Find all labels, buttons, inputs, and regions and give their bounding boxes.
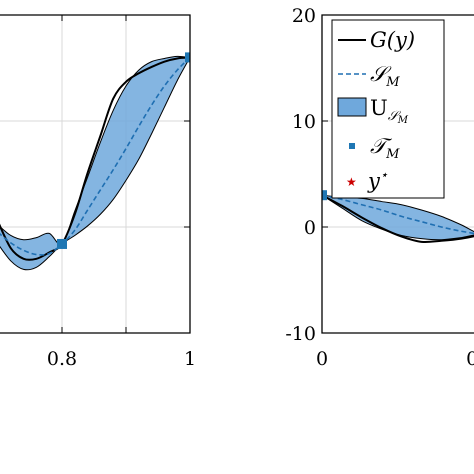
- right-g-curve: [322, 194, 474, 244]
- left-t-markers: [57, 52, 190, 249]
- right-y-tick-label: 10: [292, 111, 316, 133]
- left-panel: 0.8 1: [0, 14, 196, 370]
- left-x-tick-label: 1: [184, 348, 196, 370]
- legend: G(y) 𝒮M U𝒮M 𝒯M ★ y⋆: [331, 19, 445, 199]
- left-t-marker: [185, 52, 190, 63]
- right-y-tick-label: -10: [285, 323, 316, 345]
- legend-box: [331, 19, 445, 199]
- right-y-tick-label: 0: [304, 217, 316, 239]
- left-axes-box: [0, 14, 191, 334]
- right-y-tick-labels: -10 0 10 20: [285, 5, 316, 345]
- legend-t-label: 𝒯M: [370, 134, 400, 162]
- left-t-marker: [57, 238, 67, 249]
- right-t-markers: [322, 190, 327, 201]
- left-g-curve: [0, 56, 190, 261]
- legend-star-marker: ★: [346, 175, 357, 189]
- right-y-tick-label: 20: [292, 5, 316, 27]
- right-x-tick-label: 0: [316, 348, 328, 370]
- left-s-curve: [0, 56, 190, 256]
- legend-g-label: G(y): [370, 28, 415, 52]
- legend-s-label: 𝒮M: [370, 62, 400, 90]
- right-s-curve: [322, 194, 474, 235]
- right-x-tick-label: 0.2: [466, 348, 474, 370]
- legend-t-marker: [349, 143, 355, 149]
- left-x-tick-labels: 0.8 1: [47, 348, 196, 370]
- left-x-tick-label: 0.8: [47, 348, 77, 370]
- left-ticks: [61, 14, 191, 334]
- legend-u-patch: [337, 97, 367, 117]
- right-ticks: [321, 14, 328, 334]
- right-t-marker: [322, 190, 327, 201]
- right-axes-box: [321, 14, 474, 334]
- right-x-tick-labels: 00.2: [316, 348, 474, 370]
